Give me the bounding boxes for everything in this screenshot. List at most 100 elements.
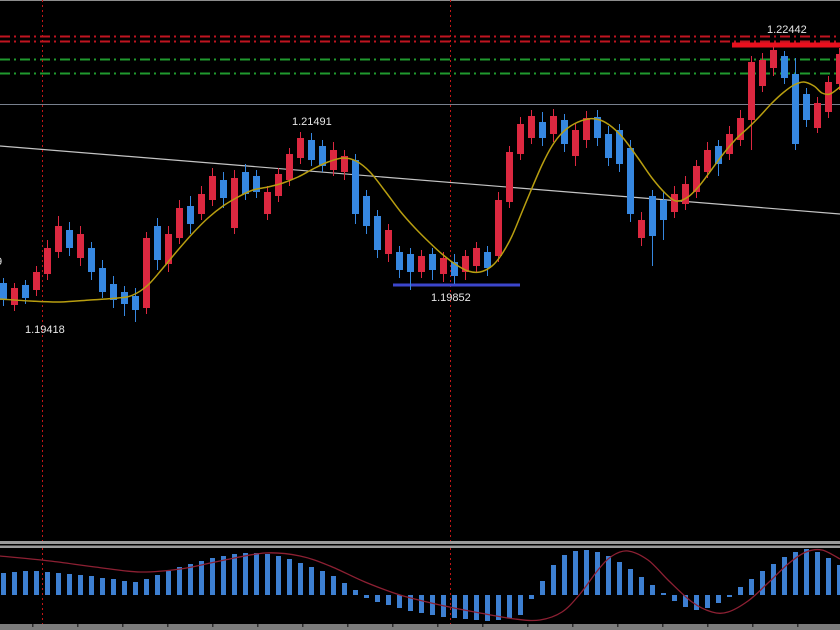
- candle-body[interactable]: [627, 148, 634, 214]
- candle-body[interactable]: [22, 285, 29, 298]
- vertical-lines-layer: [42, 0, 451, 624]
- candle-body[interactable]: [715, 146, 722, 164]
- candle-body[interactable]: [77, 234, 84, 258]
- candle-body[interactable]: [396, 252, 403, 270]
- candle-body[interactable]: [352, 160, 359, 214]
- candle-body[interactable]: [165, 234, 172, 264]
- candle-body[interactable]: [407, 254, 414, 272]
- candle-body[interactable]: [528, 116, 535, 138]
- candle-body[interactable]: [770, 50, 777, 68]
- candle-body[interactable]: [638, 220, 645, 238]
- candle-body[interactable]: [253, 176, 260, 192]
- time-axis-tick: [122, 624, 124, 627]
- candle-body[interactable]: [264, 192, 271, 214]
- candle-body[interactable]: [0, 283, 7, 300]
- candle-body[interactable]: [88, 248, 95, 272]
- candle-body[interactable]: [550, 116, 557, 134]
- candle-body[interactable]: [737, 118, 744, 140]
- candle-body[interactable]: [539, 122, 546, 138]
- candle-body[interactable]: [308, 140, 315, 160]
- macd-bar: [45, 572, 50, 595]
- candle-body[interactable]: [495, 200, 502, 256]
- descending-trendline[interactable]: [0, 145, 840, 215]
- candle-body[interactable]: [616, 130, 623, 164]
- candle-body[interactable]: [781, 56, 788, 78]
- candle-body[interactable]: [209, 176, 216, 200]
- candle-body[interactable]: [297, 138, 304, 158]
- resistance-price-label: 1.22442: [767, 24, 807, 36]
- candle-body[interactable]: [759, 60, 766, 86]
- candle-body[interactable]: [33, 272, 40, 290]
- candle-body[interactable]: [319, 146, 326, 166]
- candle-body[interactable]: [176, 208, 183, 238]
- candle-body[interactable]: [660, 200, 667, 220]
- candle-body[interactable]: [561, 120, 568, 144]
- macd-bar: [694, 595, 699, 610]
- candle-body[interactable]: [594, 117, 601, 138]
- candle-body[interactable]: [704, 150, 711, 172]
- candle-body[interactable]: [836, 54, 840, 84]
- macd-bar: [771, 564, 776, 595]
- candle-body[interactable]: [693, 166, 700, 192]
- candle-body[interactable]: [506, 152, 513, 202]
- candle-body[interactable]: [748, 62, 755, 120]
- macd-bar: [287, 559, 292, 595]
- candle-body[interactable]: [385, 230, 392, 254]
- candle-body[interactable]: [583, 118, 590, 140]
- candle-body[interactable]: [220, 180, 227, 198]
- candle-body[interactable]: [803, 94, 810, 120]
- macd-bar: [342, 583, 347, 595]
- candle-body[interactable]: [484, 252, 491, 268]
- candle-body[interactable]: [198, 194, 205, 214]
- macd-bar: [144, 579, 149, 595]
- time-axis-strip[interactable]: [0, 624, 840, 630]
- candle-body[interactable]: [682, 184, 689, 204]
- candle-body[interactable]: [143, 238, 150, 308]
- moving-average-line[interactable]: [0, 81, 840, 303]
- candle-body[interactable]: [462, 256, 469, 272]
- candle-body[interactable]: [231, 178, 238, 228]
- candle-body[interactable]: [11, 288, 18, 305]
- candle-body[interactable]: [418, 256, 425, 272]
- candle-body[interactable]: [825, 82, 832, 112]
- candle-body[interactable]: [792, 74, 799, 144]
- candle-body[interactable]: [132, 296, 139, 310]
- candle-body[interactable]: [154, 226, 161, 260]
- macd-bar: [639, 577, 644, 595]
- macd-bar: [133, 582, 138, 595]
- candle-body[interactable]: [242, 172, 249, 194]
- candle-body[interactable]: [814, 103, 821, 128]
- candle-body[interactable]: [517, 124, 524, 154]
- candle-body[interactable]: [121, 292, 128, 304]
- candle-body[interactable]: [440, 258, 447, 274]
- candle-body[interactable]: [66, 230, 73, 248]
- candle-body[interactable]: [363, 196, 370, 226]
- macd-bar: [749, 579, 754, 595]
- candle-body[interactable]: [286, 154, 293, 180]
- candle-body[interactable]: [99, 268, 106, 292]
- candle-body[interactable]: [55, 226, 62, 252]
- candle-body[interactable]: [341, 156, 348, 172]
- macd-bar: [1, 573, 6, 595]
- candle-body[interactable]: [429, 254, 436, 270]
- macd-bar: [518, 595, 523, 615]
- candle-body[interactable]: [473, 248, 480, 266]
- candle-body[interactable]: [374, 216, 381, 250]
- candle-body[interactable]: [44, 248, 51, 274]
- candle-body[interactable]: [110, 284, 117, 300]
- time-axis-tick: [167, 624, 169, 627]
- macd-bar: [804, 549, 809, 595]
- candle-body[interactable]: [671, 194, 678, 212]
- candle-body[interactable]: [572, 130, 579, 156]
- macd-bar: [111, 579, 116, 595]
- macd-bar: [430, 595, 435, 615]
- candle-body[interactable]: [649, 196, 656, 236]
- price-segments-layer: [393, 42, 840, 287]
- macd-bar: [595, 552, 600, 595]
- candle-body[interactable]: [451, 262, 458, 276]
- candle-body[interactable]: [726, 134, 733, 154]
- candle-body[interactable]: [605, 134, 612, 158]
- macd-bar: [606, 556, 611, 595]
- candle-body[interactable]: [187, 206, 194, 224]
